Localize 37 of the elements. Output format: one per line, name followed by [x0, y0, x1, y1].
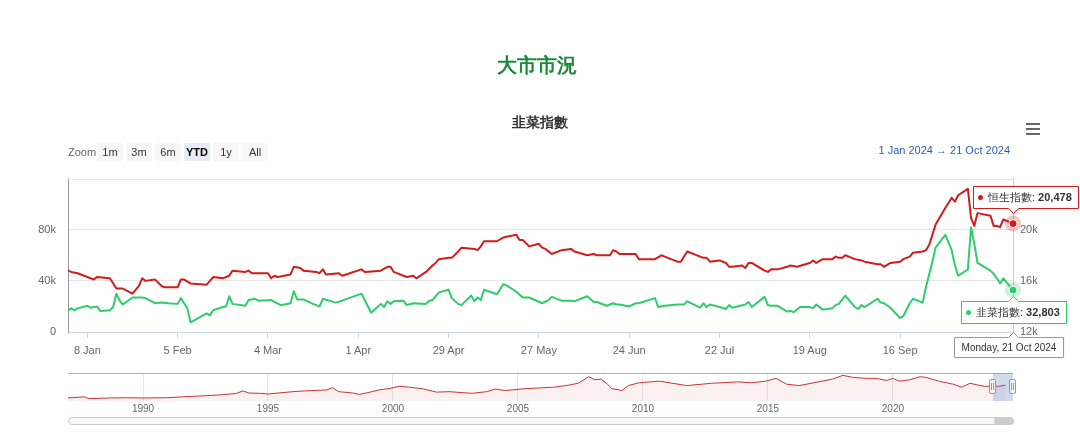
x-tick-label: 2000 — [381, 402, 405, 414]
x-tick-label: 24 Jun — [612, 343, 646, 356]
text: Zoom — [68, 146, 97, 158]
text: 1 Jan 2024 → 21 Oct 2024 — [878, 144, 1010, 156]
x-tick-label: 1 Apr — [345, 343, 372, 356]
x-tick-label: 4 Mar — [253, 343, 283, 356]
text: All — [248, 146, 262, 158]
text: 1y — [220, 146, 232, 158]
x-tick-label: 2015 — [756, 402, 780, 414]
x-tick-label: 2010 — [631, 402, 655, 414]
x-tick-label: 5 Feb — [163, 343, 192, 356]
x-tick-label: 1995 — [256, 402, 280, 414]
x-tick-label: 16 Sep — [882, 343, 918, 356]
x-tick-label: 1990 — [131, 402, 155, 414]
x-tick-label: 2020 — [881, 402, 905, 414]
chart-title: 大市市況 — [497, 54, 577, 76]
y-tick-label: 80k — [38, 222, 57, 235]
x-tick-label: 2005 — [506, 402, 530, 414]
y-tick-label: 40k — [38, 273, 57, 286]
chart-subtitle: 韭菜指數 — [512, 114, 568, 130]
y-tick-label: 0 — [49, 325, 56, 338]
x-tick-label: 27 May — [520, 343, 558, 356]
y2-tick-label: 12k — [1020, 325, 1039, 338]
data-label: 32,803 — [1026, 306, 1060, 319]
x-tick-label: 29 Apr — [432, 343, 465, 356]
x-tick-label: 22 Jul — [704, 343, 735, 356]
text: Monday, 21 Oct 2024 — [961, 341, 1057, 353]
text: 6m — [160, 146, 176, 158]
x-tick-label: 8 Jan — [73, 343, 101, 356]
data-label: 20,478 — [1038, 191, 1072, 204]
y2-tick-label: 20k — [1020, 222, 1039, 235]
x-tick-label: 19 Aug — [792, 343, 827, 356]
text: 1m — [102, 146, 118, 158]
text: 3m — [131, 146, 147, 158]
legend-label: 韭菜指數: — [976, 306, 1027, 319]
y2-tick-label: 16k — [1020, 273, 1039, 286]
legend-label: 恒生指數: — [987, 191, 1039, 204]
